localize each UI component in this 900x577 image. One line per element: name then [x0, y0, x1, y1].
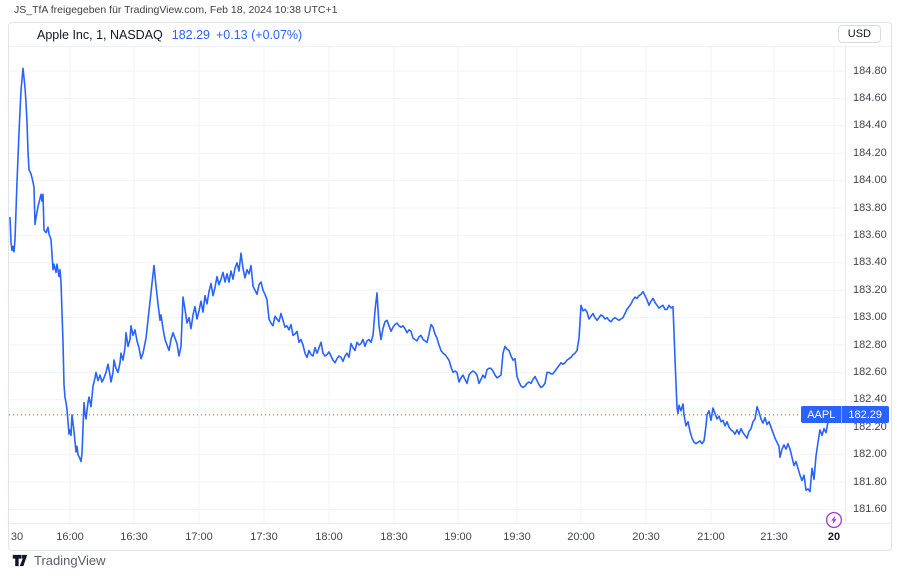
price-scale-label: 183.20	[853, 283, 887, 296]
price-change: +0.13 (+0.07%)	[216, 27, 303, 42]
badge-symbol: AAPL	[807, 408, 836, 421]
price-line-canvas	[9, 47, 846, 523]
time-axis-label: 16:00	[56, 531, 84, 543]
chart-header: Apple Inc, 1, NASDAQ 182.29 +0.13 (+0.07…	[9, 23, 891, 47]
price-scale-label: 184.00	[853, 174, 887, 187]
copyright-line: JS_TfA freigegeben für TradingView.com, …	[14, 4, 338, 16]
price-scale-label: 182.20	[853, 420, 887, 433]
price-scale-label: 183.40	[853, 256, 887, 269]
time-axis[interactable]: 30 16:00 16:30 17:00 17:30 18:00 18:30 19:00 19:…	[9, 523, 891, 550]
legend-values: 182.29 +0.13 (+0.07%)	[172, 28, 302, 42]
event-marker[interactable]	[825, 511, 843, 529]
price-scale-label: 182.80	[853, 338, 887, 351]
time-axis-label: 21:00	[697, 531, 725, 543]
price-scale[interactable]: 185.00 184.80 184.60 184.40 184.20 184.00 183.…	[845, 47, 891, 523]
currency-button[interactable]: USD	[837, 25, 881, 43]
price-scale-label: 184.20	[853, 146, 887, 159]
price-scale-label: 181.80	[853, 475, 887, 488]
price-scale-label: 182.00	[853, 448, 887, 461]
price-scale-label: 184.40	[853, 119, 887, 132]
time-axis-label: 17:00	[185, 531, 213, 543]
time-axis-label: 30	[10, 531, 24, 543]
time-axis-label: 21:30	[760, 531, 788, 543]
price-scale-label: 182.60	[853, 365, 887, 378]
time-axis-label: 17:30	[250, 531, 278, 543]
time-axis-label: 19:00	[444, 531, 472, 543]
time-axis-label: 18:30	[380, 531, 408, 543]
price-scale-label: 181.60	[853, 502, 887, 515]
badge-price: 182.29	[848, 408, 882, 421]
price-scale-label: 184.60	[853, 91, 887, 104]
attribution-text: TradingView	[34, 553, 106, 568]
chart-main-area: 185.00 184.80 184.60 184.40 184.20 184.00 183.…	[9, 47, 891, 523]
attribution[interactable]: TradingView	[12, 553, 106, 568]
time-axis-label: 18:00	[315, 531, 343, 543]
price-scale-label: 183.60	[853, 228, 887, 241]
price-scale-label: 183.00	[853, 311, 887, 324]
price-scale-label: 184.80	[853, 64, 887, 77]
chart-widget: Apple Inc, 1, NASDAQ 182.29 +0.13 (+0.07…	[8, 22, 892, 551]
chart-plot-area[interactable]	[9, 47, 846, 523]
time-axis-label: 20	[827, 531, 841, 543]
tradingview-logo-icon	[12, 554, 28, 567]
time-axis-label: 20:30	[632, 531, 660, 543]
price-scale-label: 185.00	[853, 47, 887, 50]
badge-divider	[841, 406, 843, 424]
lightning-icon	[825, 511, 843, 529]
chart-legend: Apple Inc, 1, NASDAQ 182.29 +0.13 (+0.07…	[37, 28, 302, 42]
last-price: 182.29	[171, 27, 210, 42]
time-axis-label: 16:30	[120, 531, 148, 543]
current-price-badge: AAPL 182.29	[801, 406, 889, 424]
price-scale-label: 183.80	[853, 201, 887, 214]
time-axis-label: 20:00	[567, 531, 595, 543]
symbol-title: Apple Inc, 1, NASDAQ	[37, 27, 163, 42]
time-axis-label: 19:30	[503, 531, 531, 543]
price-scale-label: 182.40	[853, 393, 887, 406]
